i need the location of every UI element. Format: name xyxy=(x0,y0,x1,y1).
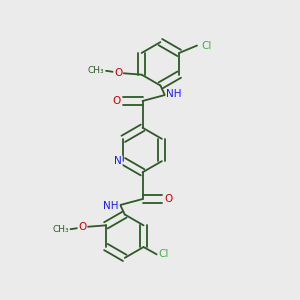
Text: O: O xyxy=(165,194,173,204)
Text: CH₃: CH₃ xyxy=(52,225,69,234)
Text: CH₃: CH₃ xyxy=(88,66,104,75)
Text: O: O xyxy=(78,222,87,232)
Text: Cl: Cl xyxy=(158,250,169,260)
Text: NH: NH xyxy=(166,88,182,98)
Text: O: O xyxy=(112,96,120,106)
Text: Cl: Cl xyxy=(202,40,212,50)
Text: NH: NH xyxy=(103,202,119,212)
Text: N: N xyxy=(114,156,122,166)
Text: O: O xyxy=(114,68,122,78)
